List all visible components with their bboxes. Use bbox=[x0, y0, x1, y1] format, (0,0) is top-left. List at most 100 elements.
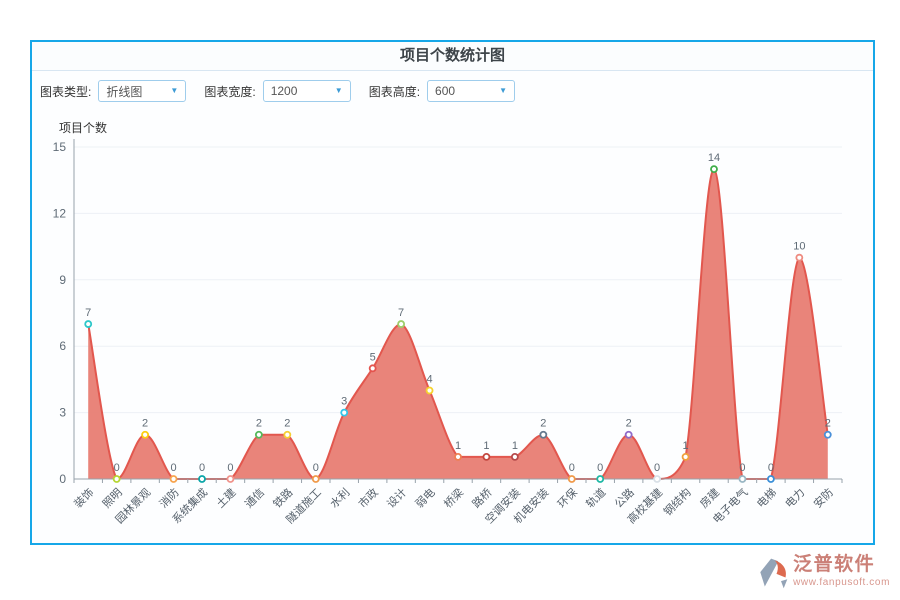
y-axis-labels: 0 3 6 9 12 15 bbox=[53, 140, 67, 486]
series-area bbox=[87, 168, 829, 480]
svg-text:2: 2 bbox=[825, 418, 831, 430]
svg-text:0: 0 bbox=[768, 462, 774, 474]
data-point-marker[interactable] bbox=[539, 430, 548, 439]
svg-text:9: 9 bbox=[59, 273, 66, 287]
data-point-marker[interactable] bbox=[141, 430, 150, 439]
svg-text:2: 2 bbox=[540, 418, 546, 430]
page-title: 项目个数统计图 bbox=[32, 42, 873, 71]
data-point-marker[interactable] bbox=[653, 475, 662, 483]
data-point-marker[interactable] bbox=[226, 475, 235, 483]
svg-text:0: 0 bbox=[313, 462, 319, 474]
chart-type-label: 图表类型: bbox=[40, 84, 92, 99]
chart-type-select[interactable]: 折线图 ▼ bbox=[98, 80, 187, 102]
chart-width-group: 图表宽度: 1200 ▼ bbox=[204, 80, 351, 102]
svg-text:0: 0 bbox=[199, 462, 205, 474]
svg-text:环保: 环保 bbox=[554, 485, 579, 510]
svg-text:4: 4 bbox=[426, 373, 432, 385]
chart-type-group: 图表类型: 折线图 ▼ bbox=[40, 80, 187, 102]
svg-text:1: 1 bbox=[682, 440, 688, 452]
data-point-marker[interactable] bbox=[710, 165, 718, 174]
svg-text:弱电: 弱电 bbox=[413, 486, 438, 511]
data-point-marker[interactable] bbox=[169, 475, 178, 483]
svg-text:电梯: 电梯 bbox=[754, 486, 779, 511]
data-point-marker[interactable] bbox=[425, 386, 434, 395]
svg-text:铁路: 铁路 bbox=[271, 486, 296, 511]
chart-height-label: 图表高度: bbox=[368, 84, 421, 99]
data-point-marker[interactable] bbox=[681, 452, 690, 461]
svg-text:12: 12 bbox=[53, 206, 67, 220]
svg-text:0: 0 bbox=[227, 462, 233, 474]
svg-text:15: 15 bbox=[53, 140, 67, 154]
svg-text:2: 2 bbox=[256, 418, 262, 430]
chart-height-select[interactable]: 600 ▼ bbox=[427, 80, 516, 102]
data-point-marker[interactable] bbox=[510, 452, 519, 461]
data-point-marker[interactable] bbox=[254, 430, 263, 439]
svg-text:土建: 土建 bbox=[213, 485, 238, 510]
data-point-marker[interactable] bbox=[198, 475, 206, 483]
svg-text:0: 0 bbox=[597, 462, 603, 474]
svg-text:2: 2 bbox=[626, 418, 632, 430]
svg-text:安防: 安防 bbox=[810, 485, 835, 510]
y-axis-title: 项目个数 bbox=[59, 121, 108, 135]
svg-text:10: 10 bbox=[793, 241, 805, 253]
data-point-marker[interactable] bbox=[397, 320, 406, 328]
svg-text:设计: 设计 bbox=[384, 486, 409, 511]
svg-text:6: 6 bbox=[59, 339, 66, 353]
svg-text:0: 0 bbox=[739, 462, 745, 474]
svg-text:0: 0 bbox=[59, 472, 66, 486]
controls-bar: 图表类型: 折线图 ▼ 图表宽度: 1200 ▼ 图表高度: 600 ▼ bbox=[32, 71, 873, 102]
chart-type-value: 折线图 bbox=[106, 84, 143, 99]
svg-text:电力: 电力 bbox=[783, 486, 808, 511]
data-point-marker[interactable] bbox=[738, 475, 747, 483]
data-point-marker[interactable] bbox=[596, 475, 605, 483]
chart-width-select[interactable]: 1200 ▼ bbox=[262, 80, 351, 102]
data-point-marker[interactable] bbox=[482, 452, 491, 461]
brand-name: 泛普软件 bbox=[793, 554, 876, 575]
svg-text:0: 0 bbox=[170, 462, 176, 474]
brand-text-block: 泛普软件 www.fanpusoft.com bbox=[793, 554, 890, 588]
chevron-down-icon: ▼ bbox=[334, 86, 343, 95]
svg-text:通信: 通信 bbox=[242, 486, 267, 511]
data-point-marker[interactable] bbox=[340, 408, 349, 417]
svg-text:1: 1 bbox=[455, 440, 461, 452]
data-point-marker[interactable] bbox=[454, 452, 462, 461]
svg-text:3: 3 bbox=[59, 406, 66, 420]
data-point-marker[interactable] bbox=[795, 253, 804, 262]
data-point-marker[interactable] bbox=[766, 475, 775, 483]
data-points bbox=[84, 165, 832, 483]
value-labels: 7 0 2 0 0 0 2 2 0 3 5 7 4 1 1 1 2 0 0 2 0 1 14 0 0 10 2 bbox=[85, 152, 831, 474]
brand-website[interactable]: www.fanpusoft.com bbox=[793, 576, 890, 588]
svg-text:5: 5 bbox=[370, 351, 376, 363]
data-point-marker[interactable] bbox=[84, 320, 93, 328]
svg-text:0: 0 bbox=[654, 462, 660, 474]
chart-width-value: 1200 bbox=[270, 84, 298, 98]
svg-text:7: 7 bbox=[398, 307, 404, 319]
chevron-down-icon: ▼ bbox=[499, 86, 508, 95]
data-point-marker[interactable] bbox=[624, 430, 633, 439]
svg-text:装饰: 装饰 bbox=[71, 485, 96, 510]
svg-text:2: 2 bbox=[142, 418, 148, 430]
svg-text:房建: 房建 bbox=[697, 485, 722, 510]
data-point-marker[interactable] bbox=[311, 475, 320, 483]
svg-text:照明: 照明 bbox=[100, 486, 125, 511]
chart-height-value: 600 bbox=[435, 84, 456, 98]
svg-text:路桥: 路桥 bbox=[470, 486, 495, 511]
data-point-marker[interactable] bbox=[112, 475, 121, 483]
chart-height-group: 图表高度: 600 ▼ bbox=[368, 80, 516, 102]
svg-text:0: 0 bbox=[569, 462, 575, 474]
brand-footer: 泛普软件 www.fanpusoft.com bbox=[754, 554, 890, 592]
svg-text:水利: 水利 bbox=[328, 486, 353, 511]
data-point-marker[interactable] bbox=[283, 430, 292, 439]
data-point-marker[interactable] bbox=[368, 364, 377, 373]
svg-text:公路: 公路 bbox=[612, 486, 637, 511]
svg-text:消防: 消防 bbox=[156, 485, 181, 510]
svg-text:市政: 市政 bbox=[355, 485, 380, 510]
data-point-marker[interactable] bbox=[823, 430, 832, 439]
svg-text:轨道: 轨道 bbox=[583, 485, 608, 510]
svg-text:1: 1 bbox=[512, 440, 518, 452]
data-point-marker[interactable] bbox=[567, 475, 576, 483]
svg-text:钢结构: 钢结构 bbox=[660, 485, 693, 518]
svg-text:2: 2 bbox=[284, 418, 290, 430]
chevron-down-icon: ▼ bbox=[170, 86, 179, 95]
